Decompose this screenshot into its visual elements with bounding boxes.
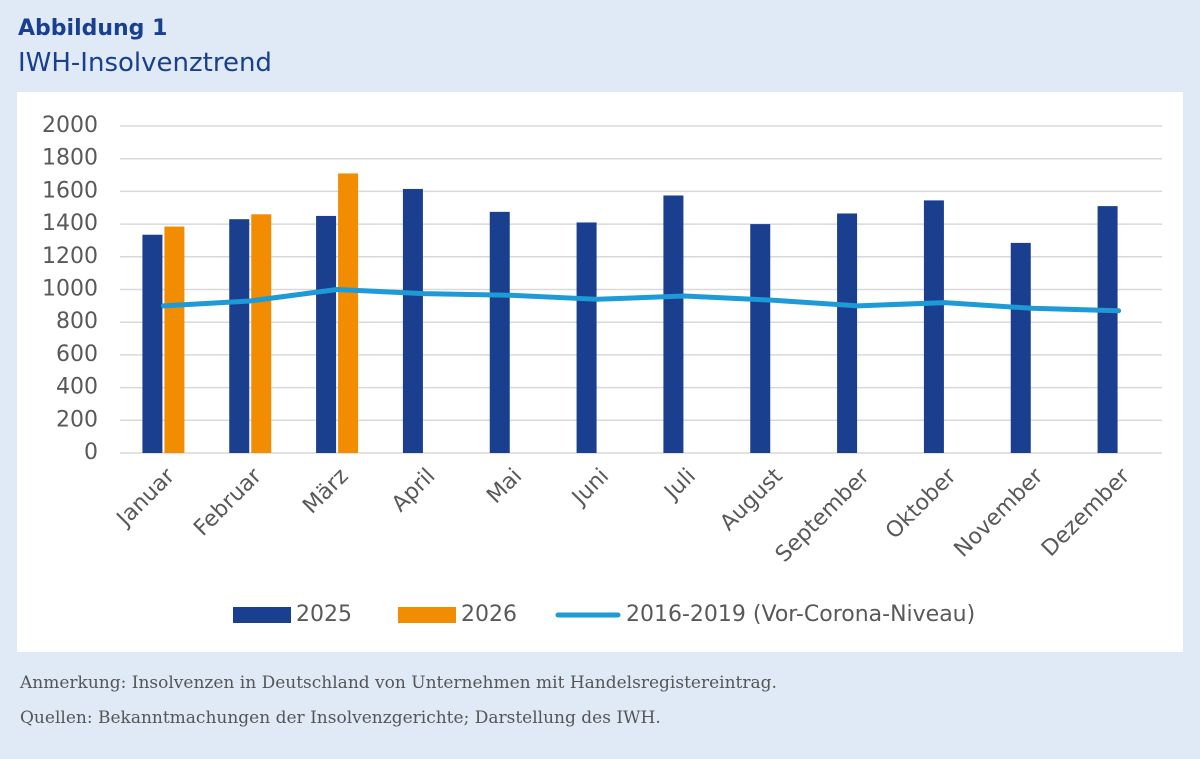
bar [663, 195, 684, 454]
note: Anmerkung: Insolvenzen in Deutschland vo… [20, 673, 777, 693]
figure-label: Abbildung 1 [18, 16, 168, 41]
y-tick-label: 400 [56, 375, 98, 400]
y-tick-label: 1400 [42, 211, 98, 236]
legend-label: 2026 [461, 602, 517, 627]
y-tick-label: 200 [56, 407, 98, 432]
legend-label: 2016-2019 (Vor-Corona-Niveau) [626, 602, 975, 627]
y-tick-label: 1000 [42, 277, 98, 302]
y-tick-label: 2000 [42, 113, 98, 138]
bar [338, 173, 359, 453]
legend-swatch [398, 607, 456, 623]
line [160, 287, 1122, 314]
y-tick-label: 1600 [42, 178, 98, 203]
source: Quellen: Bekanntmachungen der Insolvenzg… [20, 708, 661, 728]
chart: 0200400600800100012001400160018002000Jan… [17, 92, 1183, 652]
bar [750, 224, 771, 453]
bar [251, 214, 272, 453]
legend-swatch [233, 607, 291, 623]
bar [923, 200, 944, 453]
bar [402, 188, 423, 453]
bar [489, 211, 510, 453]
bar [164, 226, 185, 453]
bar [142, 234, 163, 453]
y-tick-label: 600 [56, 342, 98, 367]
bar [1097, 206, 1118, 453]
bar [1010, 242, 1031, 453]
bar [316, 215, 337, 453]
chart-background [17, 92, 1183, 652]
y-tick-label: 800 [56, 309, 98, 334]
figure-title: IWH-Insolvenztrend [18, 48, 272, 78]
y-tick-label: 0 [84, 440, 98, 465]
y-tick-label: 1200 [42, 244, 98, 269]
y-tick-label: 1800 [42, 146, 98, 171]
bar [576, 222, 597, 453]
bar [837, 213, 858, 453]
bar [229, 219, 250, 453]
legend-label: 2025 [296, 602, 352, 627]
